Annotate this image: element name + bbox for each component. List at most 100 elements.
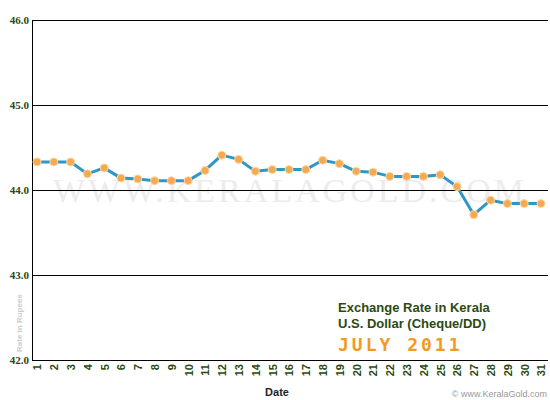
marker: [218, 151, 226, 159]
x-tick-label: 2: [48, 364, 60, 370]
marker: [151, 177, 159, 185]
x-tick-label: 29: [502, 364, 514, 376]
x-tick: 14: [250, 363, 262, 376]
x-tick-label: 5: [99, 364, 111, 370]
marker: [285, 166, 293, 174]
marker: [268, 166, 276, 174]
x-axis-line: [32, 360, 548, 361]
x-tick-label: 16: [283, 364, 295, 376]
marker: [403, 172, 411, 180]
x-tick: 5: [99, 364, 111, 370]
x-tick: 10: [183, 364, 195, 376]
x-tick-label: 25: [435, 364, 447, 376]
marker: [235, 155, 243, 163]
chart-svg: WWW.KERALAGOLD.COM42.043.044.045.046.012…: [0, 0, 550, 400]
x-tick-label: 1: [31, 364, 43, 370]
x-tick: 29: [502, 364, 514, 376]
x-tick: 18: [317, 364, 329, 376]
marker: [302, 166, 310, 174]
x-tick: 6: [115, 364, 127, 370]
x-tick-label: 24: [418, 363, 430, 376]
x-tick: 23: [401, 364, 413, 376]
rate-line: [37, 155, 541, 215]
marker: [67, 158, 75, 166]
marker: [537, 200, 545, 208]
x-tick: 16: [283, 364, 295, 376]
marker: [436, 171, 444, 179]
x-tick-label: 7: [132, 364, 144, 370]
marker: [503, 200, 511, 208]
x-tick: 17: [300, 364, 312, 376]
x-tick-label: 22: [384, 364, 396, 376]
x-tick: 8: [149, 364, 161, 370]
x-tick-label: 13: [233, 364, 245, 376]
grid-line: [32, 360, 548, 361]
marker: [369, 168, 377, 176]
marker: [184, 177, 192, 185]
x-tick: 26: [451, 364, 463, 376]
marker: [520, 200, 528, 208]
x-tick: 20: [351, 364, 363, 376]
y-axis: 42.0 43.0 44.0 45.0 46.0: [10, 14, 33, 366]
x-tick-label: 20: [351, 364, 363, 376]
marker: [167, 177, 175, 185]
y-tick: 46.0: [10, 14, 32, 26]
title: Exchange Rate in Kerala: [338, 300, 490, 315]
x-tick-label: 4: [82, 363, 94, 370]
marker: [419, 172, 427, 180]
y-tick-label: 44.0: [10, 184, 30, 196]
x-tick-label: 17: [300, 364, 312, 376]
x-tick: 27: [468, 364, 480, 376]
x-tick-label: 18: [317, 364, 329, 376]
marker: [134, 175, 142, 183]
x-tick: 13: [233, 364, 245, 376]
grid-line: [32, 20, 548, 21]
marker: [319, 156, 327, 164]
x-tick-label: 6: [115, 364, 127, 370]
marker: [201, 166, 209, 174]
x-tick-label: 11: [199, 364, 211, 376]
grid-line: [32, 190, 548, 191]
x-tick: 1: [31, 364, 43, 370]
marker: [50, 158, 58, 166]
marker: [386, 172, 394, 180]
x-tick: 31: [535, 364, 547, 376]
x-tick-label: 31: [535, 364, 547, 376]
x-tick-label: 10: [183, 364, 195, 376]
x-tick-label: 30: [519, 364, 531, 376]
x-tick: 25: [435, 364, 447, 376]
x-tick-label: 26: [451, 364, 463, 376]
chart-container: WWW.KERALAGOLD.COM42.043.044.045.046.012…: [0, 0, 550, 400]
x-tick: 9: [166, 364, 178, 370]
x-tick-label: 12: [216, 364, 228, 376]
period-label: JULY 2011: [338, 334, 463, 355]
marker: [33, 158, 41, 166]
x-tick-label: 9: [166, 364, 178, 370]
x-tick: 24: [418, 363, 430, 376]
y-axis-title: Rate in Rupees: [15, 294, 24, 352]
x-tick: 2: [48, 364, 60, 370]
marker: [470, 211, 478, 219]
grid-line: [32, 105, 548, 106]
y-tick: 42.0: [10, 354, 32, 366]
x-tick-label: 8: [149, 364, 161, 370]
x-tick: 30: [519, 364, 531, 376]
x-tick-label: 28: [485, 364, 497, 376]
subtitle: U.S. Dollar (Cheque/DD): [338, 316, 486, 331]
x-tick-label: 27: [468, 364, 480, 376]
marker: [352, 167, 360, 175]
marker: [117, 174, 125, 182]
marker: [335, 160, 343, 168]
credit: © www.KeralaGold.com: [452, 389, 547, 399]
x-tick: 11: [199, 364, 211, 376]
marker: [100, 164, 108, 172]
x-tick-label: 21: [367, 364, 379, 376]
x-tick: 21: [367, 364, 379, 376]
y-tick-label: 45.0: [10, 99, 30, 111]
x-tick: 12: [216, 364, 228, 376]
x-axis: 1234567891011121314151617181920212223242…: [31, 361, 548, 377]
x-tick: 28: [485, 364, 497, 376]
y-tick-label: 43.0: [10, 269, 30, 281]
x-axis-title: Date: [265, 386, 289, 398]
x-tick-label: 23: [401, 364, 413, 376]
